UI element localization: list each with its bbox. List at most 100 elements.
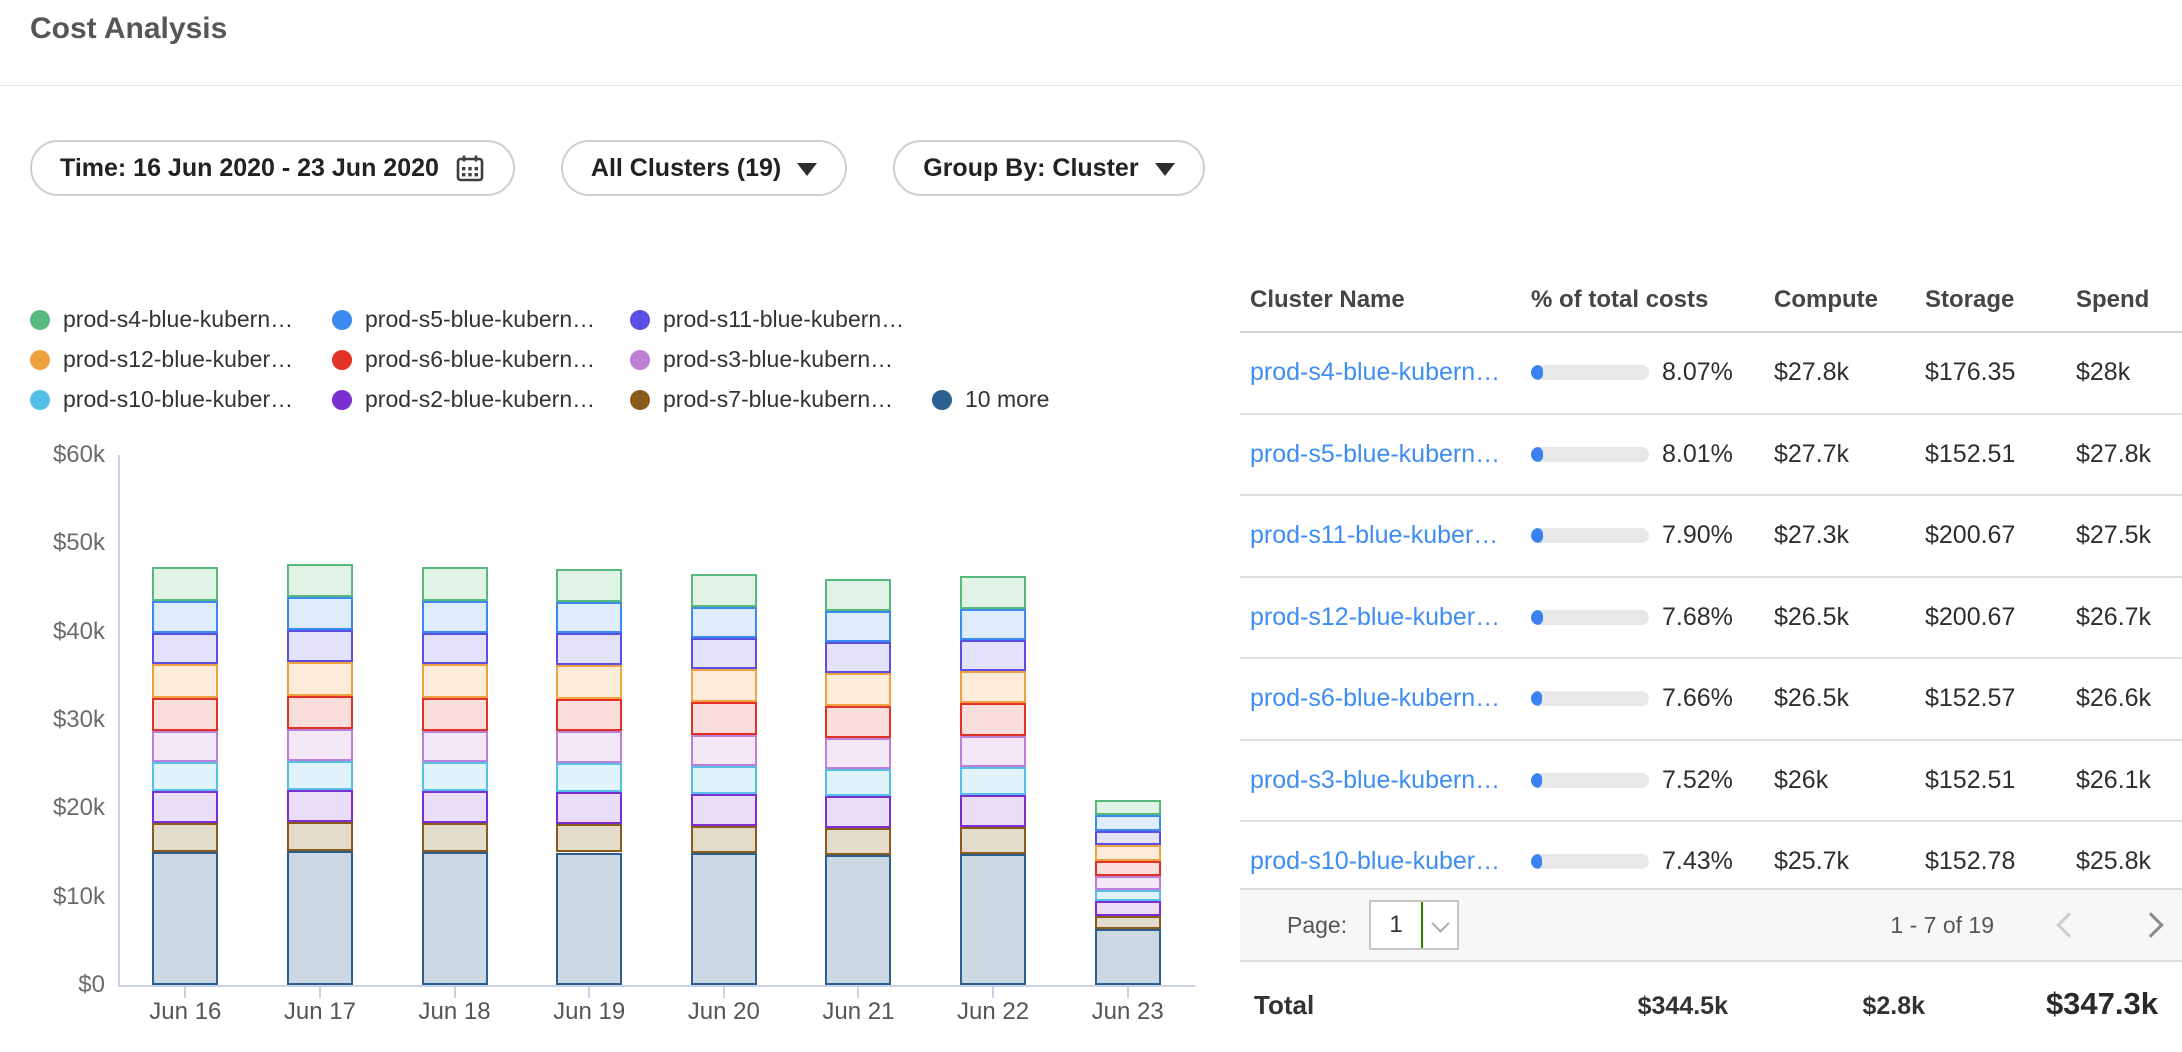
total-compute: $344.5k [1637, 992, 1728, 1020]
cluster-link[interactable]: prod-s4-blue-kubern… [1250, 358, 1501, 387]
pct-cell: 8.07% [1531, 358, 1774, 387]
bar-segment [960, 670, 1027, 704]
bar-segment [286, 597, 353, 630]
legend-dot [30, 309, 50, 330]
bar-segment [1094, 876, 1161, 890]
x-axis-line [118, 985, 1195, 987]
bar-segment [825, 737, 892, 769]
x-axis-tick [318, 987, 321, 998]
bar-segment [286, 629, 353, 662]
compute-cell: $25.7k [1774, 847, 1850, 876]
calendar-icon [456, 155, 484, 182]
bar-segment [690, 735, 757, 766]
page-select[interactable]: 1 [1369, 900, 1460, 950]
cluster-link[interactable]: prod-s12-blue-kuber… [1250, 602, 1501, 631]
total-storage: $2.8k [1862, 992, 1925, 1020]
bar-segment [556, 698, 623, 732]
pct-value: 8.07% [1662, 358, 1733, 387]
storage-cell: $176.35 [1925, 358, 2016, 387]
cluster-link[interactable]: prod-s3-blue-kubern… [1250, 765, 1501, 794]
bar-segment [1094, 901, 1161, 917]
pct-cell: 8.01% [1531, 440, 1774, 469]
x-axis-label: Jun 19 [553, 998, 626, 1025]
spend-cell: $26.1k [2076, 765, 2152, 794]
bar-segment [690, 853, 757, 985]
bar-segment [1094, 800, 1161, 816]
spend-cell: $26.7k [2076, 602, 2152, 631]
page-title: Cost Analysis [30, 12, 228, 45]
bar-segment [690, 826, 757, 854]
bar-segment [1094, 815, 1161, 832]
cluster-link[interactable]: prod-s6-blue-kubern… [1250, 684, 1501, 713]
x-axis-label: Jun 17 [283, 998, 356, 1025]
table-row: prod-s10-blue-kuber… 7.43% $25.7k $152.78 $2… [1240, 822, 2182, 904]
bar-segment [286, 760, 353, 790]
spend-cell: $27.8k [2076, 439, 2152, 468]
prev-page-button[interactable] [2056, 912, 2082, 938]
x-axis-tick [588, 987, 591, 998]
pct-progress-track [1531, 854, 1649, 870]
y-axis-label: $0 [78, 971, 105, 998]
x-axis-tick [992, 987, 995, 998]
pct-progress-track [1531, 528, 1649, 544]
x-axis-tick [453, 987, 456, 998]
bar-segment [152, 851, 219, 985]
legend-item: prod-s11-blue-kubern… [630, 306, 904, 333]
bar-segment [1094, 845, 1161, 862]
table-total-row: Total $344.5k $2.8k $347.3k [1240, 962, 2182, 1052]
pct-progress-fill [1531, 365, 1543, 381]
col-header-storage: Storage [1925, 285, 2015, 313]
bar-segment [690, 574, 757, 607]
bar-segment [152, 823, 219, 852]
cluster-link[interactable]: prod-s10-blue-kuber… [1250, 847, 1501, 876]
total-label: Total [1254, 990, 1315, 1020]
cluster-link[interactable]: prod-s5-blue-kubern… [1250, 439, 1501, 468]
bar-segment [152, 632, 219, 665]
total-spend: $347.3k [2045, 986, 2158, 1021]
pct-progress-fill [1531, 772, 1542, 788]
bar-segment [556, 568, 623, 602]
results-range: 1 - 7 of 19 [1890, 911, 1994, 938]
bar-segment [421, 664, 488, 698]
x-axis-tick [1126, 987, 1129, 998]
y-axis-label: $10k [52, 882, 105, 910]
compute-cell: $26.5k [1774, 602, 1850, 631]
chevron-down-icon [1430, 913, 1450, 933]
bar-segment [960, 608, 1027, 640]
pct-cell: 7.90% [1531, 521, 1774, 550]
bar-segment [960, 826, 1027, 855]
pagination-bar: Page: 1 1 - 7 of 19 [1240, 888, 2182, 962]
bar-segment [825, 705, 892, 738]
pct-value: 8.01% [1662, 439, 1733, 468]
page-select-accent [1421, 902, 1424, 948]
bar-segment [421, 632, 488, 665]
legend-dot [332, 389, 352, 410]
compute-cell: $26.5k [1774, 684, 1850, 713]
bar-segment [690, 606, 757, 638]
clusters-filter-dropdown[interactable]: All Clusters (19) [560, 140, 848, 196]
x-axis-tick [184, 987, 187, 998]
legend-label: prod-s11-blue-kubern… [663, 306, 905, 332]
legend-item: prod-s10-blue-kuber… [30, 386, 293, 413]
next-page-button[interactable] [2138, 912, 2164, 938]
bar-segment [960, 766, 1027, 796]
bar-segment [825, 855, 892, 985]
pct-progress-fill [1531, 691, 1542, 707]
legend-label: prod-s7-blue-kubern… [663, 386, 894, 412]
bar-segment [286, 696, 353, 729]
legend-label: prod-s3-blue-kubern… [663, 346, 894, 372]
bar-segment [556, 601, 623, 634]
bar-segment [286, 789, 353, 823]
time-range-filter-button[interactable]: Time: 16 Jun 2020 - 23 Jun 2020 [30, 140, 515, 196]
bar-segment [556, 824, 623, 853]
bar-segment [556, 731, 623, 764]
bar-segment [1094, 831, 1161, 846]
header-divider [0, 85, 2182, 86]
bar-segment [690, 702, 757, 735]
storage-cell: $152.51 [1925, 439, 2016, 468]
bar-segment [421, 762, 488, 791]
time-range-label: Time: 16 Jun 2020 - 23 Jun 2020 [60, 153, 439, 182]
group-by-dropdown[interactable]: Group By: Cluster [893, 140, 1205, 196]
legend-item: prod-s6-blue-kubern… [332, 346, 595, 373]
cluster-link[interactable]: prod-s11-blue-kuber… [1250, 521, 1499, 550]
